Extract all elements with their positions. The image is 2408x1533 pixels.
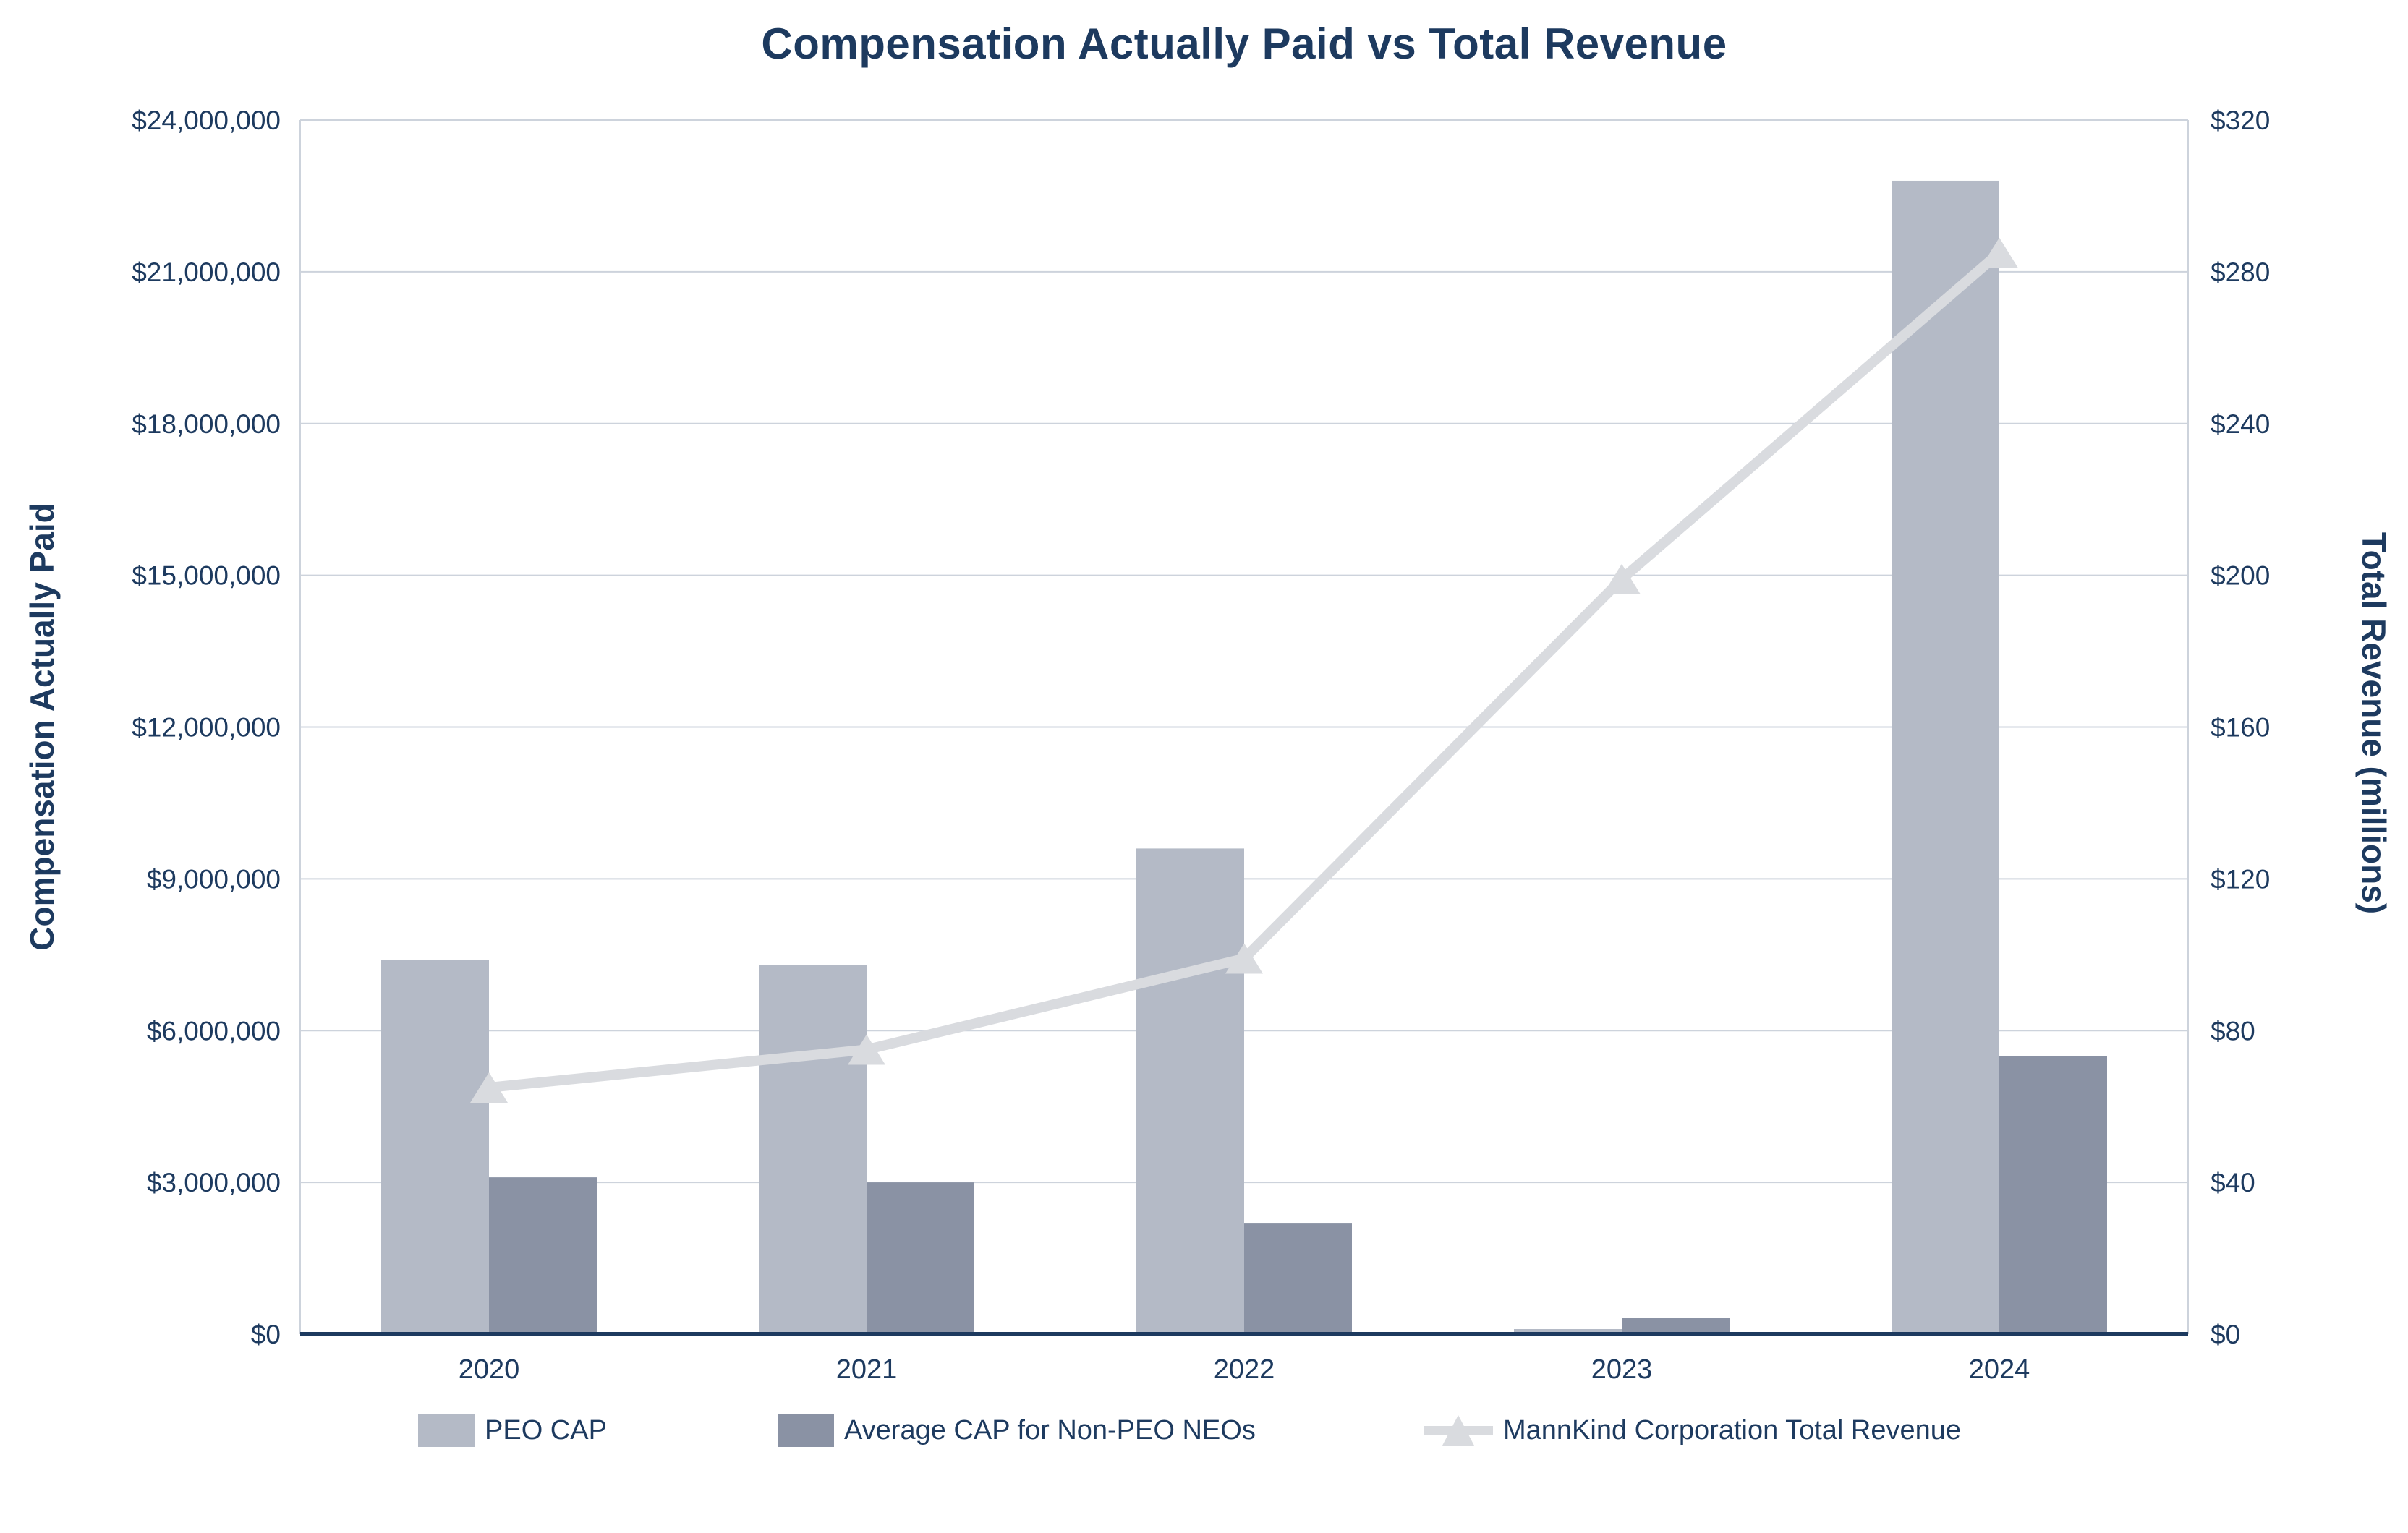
- bar-peo-cap-2020: [381, 960, 489, 1334]
- revenue-marker-2024: [1981, 237, 2018, 268]
- right-axis-tick-label: $80: [2211, 1016, 2255, 1046]
- right-axis-tick-label: $120: [2211, 864, 2270, 894]
- bar-peo-cap-2024: [1892, 180, 1999, 1335]
- left-axis-tick-label: $18,000,000: [132, 409, 281, 439]
- left-axis-tick-label: $21,000,000: [132, 257, 281, 287]
- left-axis-tick-label: $3,000,000: [147, 1168, 281, 1197]
- revenue-marker-2022: [1225, 943, 1263, 974]
- revenue-marker-2021: [848, 1034, 885, 1065]
- bar-non-peo-cap-2021: [867, 1182, 974, 1334]
- right-axis-tick-label: $200: [2211, 561, 2270, 591]
- right-axis-tick-label: $280: [2211, 257, 2270, 287]
- x-axis-category-label: 2023: [1591, 1354, 1653, 1385]
- right-axis-tick-label: $0: [2211, 1320, 2240, 1349]
- left-axis-tick-label: $0: [251, 1320, 281, 1349]
- left-axis-tick-label: $6,000,000: [147, 1016, 281, 1046]
- left-axis-tick-label: $12,000,000: [132, 713, 281, 743]
- left-axis-title: Compensation Actually Paid: [23, 503, 61, 951]
- revenue-marker-2023: [1603, 563, 1641, 594]
- right-axis-tick-label: $40: [2211, 1168, 2255, 1197]
- bar-peo-cap-2021: [759, 965, 867, 1334]
- x-axis-category-label: 2021: [836, 1354, 898, 1385]
- revenue-marker-2020: [470, 1072, 508, 1103]
- bar-non-peo-cap-2024: [1999, 1056, 2107, 1334]
- bar-non-peo-cap-2020: [489, 1177, 597, 1334]
- chart-title: Compensation Actually Paid vs Total Reve…: [761, 20, 1727, 68]
- left-axis-tick-label: $15,000,000: [132, 561, 281, 591]
- x-axis-category-label: 2024: [1969, 1354, 2030, 1385]
- bar-non-peo-cap-2023: [1622, 1318, 1730, 1334]
- bar-peo-cap-2023: [1514, 1329, 1622, 1334]
- x-axis-category-label: 2020: [459, 1354, 520, 1385]
- right-axis-title: Total Revenue (millions): [2355, 531, 2393, 915]
- bar-peo-cap-2022: [1136, 848, 1244, 1334]
- right-axis-tick-label: $240: [2211, 409, 2270, 439]
- x-axis-category-label: 2022: [1214, 1354, 1275, 1385]
- left-axis-tick-label: $24,000,000: [132, 106, 281, 135]
- bar-non-peo-cap-2022: [1244, 1223, 1352, 1334]
- right-axis-tick-label: $320: [2211, 106, 2270, 135]
- right-axis-tick-label: $160: [2211, 713, 2270, 743]
- left-axis-tick-label: $9,000,000: [147, 864, 281, 894]
